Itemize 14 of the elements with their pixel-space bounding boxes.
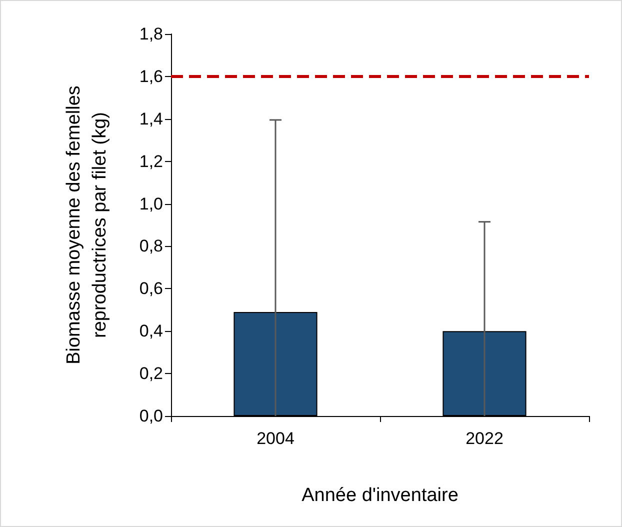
x-tick-label: 2022 [466, 429, 504, 448]
y-tick-label: 1,8 [139, 24, 163, 44]
y-tick-label: 0,8 [139, 236, 163, 256]
y-tick-label: 1,6 [139, 66, 163, 86]
y-tick-label: 1,4 [139, 109, 163, 128]
y-tick-label: 1,0 [139, 194, 163, 214]
y-axis-title: Biomasse moyenne des femelles reproductrices par filet (kg) [64, 86, 110, 364]
y-tick-label: 0,6 [139, 279, 163, 298]
y-tick-label: 0,2 [139, 364, 163, 384]
x-axis-title: Année d'inventaire [302, 485, 458, 506]
y-tick-label: 1,2 [139, 152, 163, 171]
y-tick-label: 0,0 [139, 406, 163, 426]
x-tick-label: 2004 [256, 429, 294, 448]
y-tick-label: 0,4 [139, 322, 163, 341]
